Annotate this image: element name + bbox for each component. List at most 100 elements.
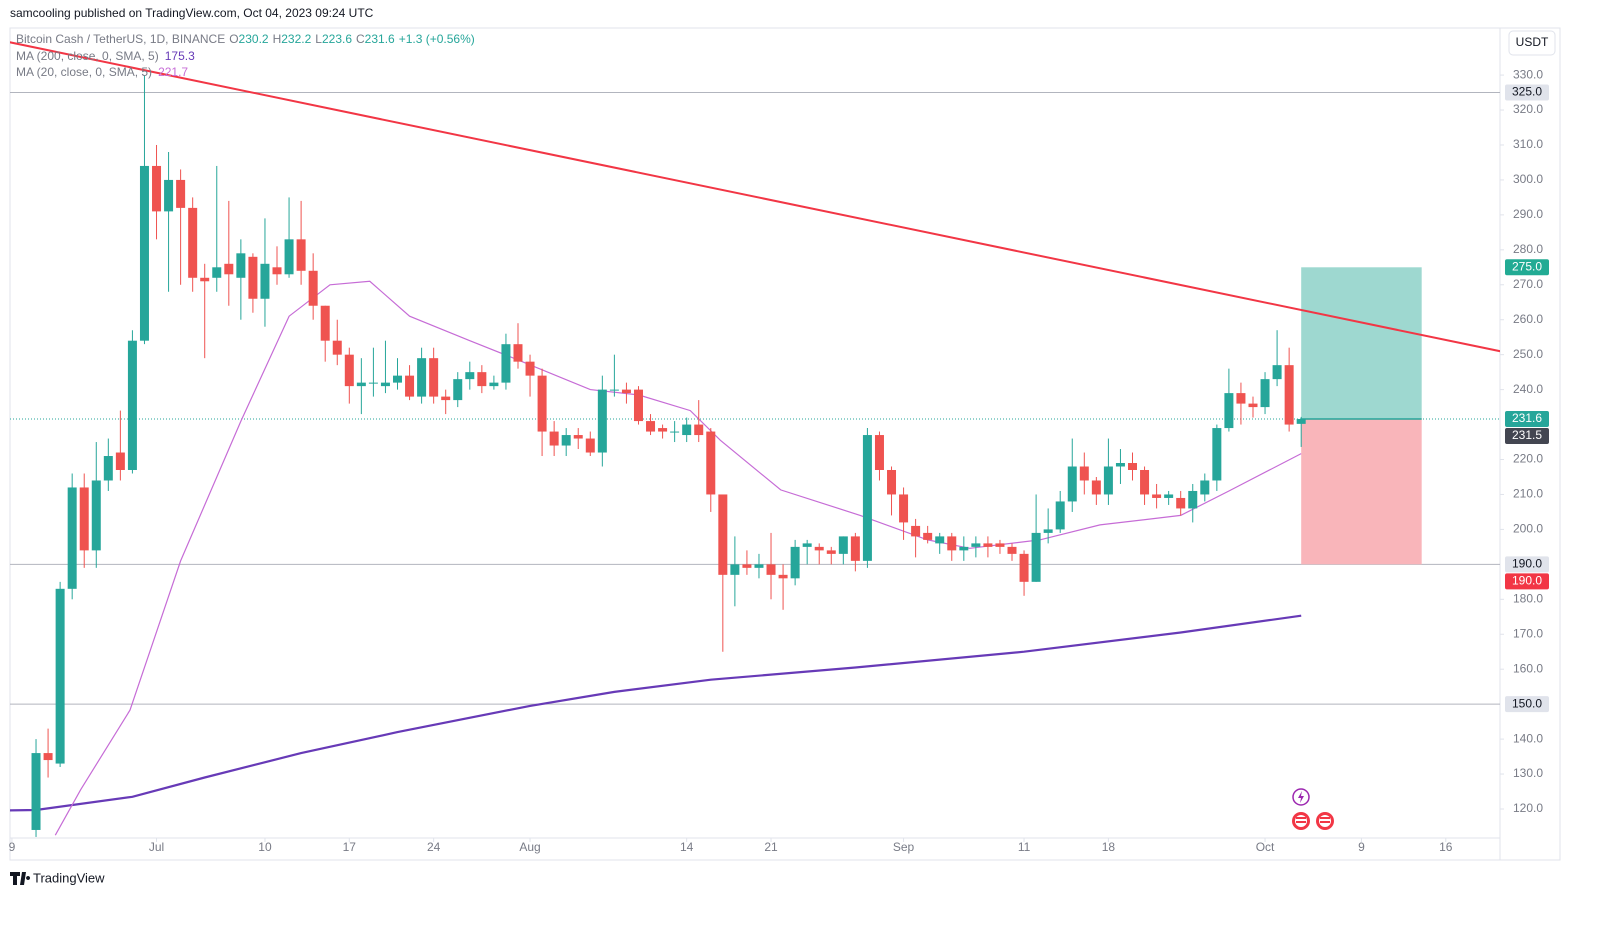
- candle-body: [31, 753, 41, 830]
- price-label-box: [1505, 410, 1549, 427]
- price-label-box: [1505, 556, 1549, 573]
- candle-body: [501, 344, 511, 383]
- candle-body: [718, 494, 728, 575]
- x-tick-label: Aug: [519, 840, 540, 854]
- candle-body: [356, 382, 366, 387]
- candle-body: [850, 536, 860, 561]
- axes: 120.0 130.0 140.0 160.0 170.0 180.0 200.0 210.0…: [9, 67, 1549, 854]
- candle-body: [959, 546, 969, 551]
- y-tick-label: 210.0: [1513, 487, 1543, 501]
- candle-body: [1224, 393, 1234, 429]
- y-tick-label: 330.0: [1513, 67, 1543, 81]
- candle-body: [537, 375, 547, 432]
- y-tick-label: 310.0: [1513, 137, 1543, 151]
- candle-body: [332, 340, 342, 355]
- candle-body: [983, 543, 993, 547]
- candle-body: [1260, 379, 1270, 408]
- frame: [9, 27, 1561, 861]
- candle-body: [200, 277, 210, 282]
- y-tick-label: 280.0: [1513, 242, 1543, 256]
- candle-body: [152, 165, 162, 212]
- candle-body: [127, 340, 137, 470]
- y-tick-label: 250.0: [1513, 347, 1543, 361]
- candle-body: [525, 361, 535, 376]
- candle-body: [621, 389, 631, 394]
- candle-body: [670, 431, 680, 433]
- y-tick-label: 120.0: [1513, 801, 1543, 815]
- header: samcooling published on TradingView.com,…: [10, 6, 374, 20]
- candle-body: [778, 574, 788, 579]
- candle-body: [284, 239, 294, 275]
- candle-body: [1055, 501, 1065, 530]
- candle-body: [296, 239, 306, 271]
- candle-body: [139, 165, 149, 341]
- x-tick-label: Sep: [893, 840, 915, 854]
- candle-body: [1067, 466, 1077, 502]
- ma-value: 221.7: [158, 65, 188, 79]
- candle-body: [802, 543, 812, 547]
- price-label: 190.0: [1512, 574, 1542, 588]
- candle-body: [115, 452, 125, 470]
- x-tick-label: 9: [9, 840, 16, 854]
- ma-name: MA (20, close, 0, SMA, 5): [16, 65, 152, 79]
- candle-body: [971, 543, 981, 547]
- candle-body: [477, 372, 487, 387]
- candle-body: [1296, 418, 1306, 424]
- candle-body: [1115, 463, 1125, 467]
- candle-body: [995, 543, 1005, 547]
- y-tick-label: 160.0: [1513, 661, 1543, 675]
- price-label: 150.0: [1512, 696, 1542, 710]
- candle-body: [1140, 469, 1150, 495]
- ma-name: MA (200, close, 0, SMA, 5): [16, 49, 159, 63]
- candle-body: [1284, 365, 1294, 425]
- price-label-box: [1505, 259, 1549, 276]
- candle-body: [1031, 532, 1041, 582]
- candle-body: [911, 525, 921, 537]
- candle-body: [55, 588, 65, 764]
- unit-button[interactable]: [1508, 30, 1556, 56]
- footer: TradingView: [33, 870, 105, 885]
- y-tick-label: 220.0: [1513, 452, 1543, 466]
- candle-body: [212, 267, 222, 278]
- candle-body: [1164, 494, 1174, 498]
- y-tick-label: 320.0: [1513, 102, 1543, 116]
- y-tick-label: 180.0: [1513, 591, 1543, 605]
- candle-body: [1212, 428, 1222, 481]
- candle-body: [826, 550, 836, 554]
- candle-body: [176, 179, 186, 208]
- candle-body: [947, 536, 957, 551]
- x-tick-label: 21: [764, 840, 778, 854]
- legend-ma: MA (20, close, 0, SMA, 5) 221.7: [16, 65, 188, 79]
- ma-line: [54, 280, 1302, 836]
- candle-body: [260, 263, 270, 299]
- candle-body: [1248, 403, 1258, 408]
- candle-body: [597, 389, 607, 453]
- candle-body: [874, 435, 884, 470]
- value: 232.2: [281, 32, 311, 46]
- candle-body: [561, 435, 571, 446]
- symbol: Bitcoin Cash / TetherUS, 1D, BINANCE: [16, 32, 225, 46]
- candle-body: [646, 421, 656, 432]
- candle-body: [1272, 365, 1282, 380]
- candle-body: [1091, 480, 1101, 495]
- candle-body: [862, 435, 872, 561]
- candle-body: [91, 480, 101, 551]
- y-tick-label: 170.0: [1513, 626, 1543, 640]
- candle-body: [838, 536, 848, 554]
- unit[interactable]: USDT: [1516, 35, 1549, 49]
- x-tick-label: Oct: [1256, 840, 1275, 854]
- price-label-box: [1505, 573, 1549, 590]
- candle-body: [1007, 546, 1017, 554]
- y-tick-label: 200.0: [1513, 522, 1543, 536]
- candle-body: [417, 358, 427, 397]
- candle-body: [67, 487, 77, 589]
- candle-body: [164, 179, 174, 212]
- key: H: [273, 32, 282, 46]
- candle-body: [1103, 466, 1113, 495]
- candle-body: [1188, 490, 1198, 509]
- candle-body: [43, 753, 53, 761]
- ma-value: 175.3: [165, 49, 195, 63]
- value: 223.6: [322, 32, 352, 46]
